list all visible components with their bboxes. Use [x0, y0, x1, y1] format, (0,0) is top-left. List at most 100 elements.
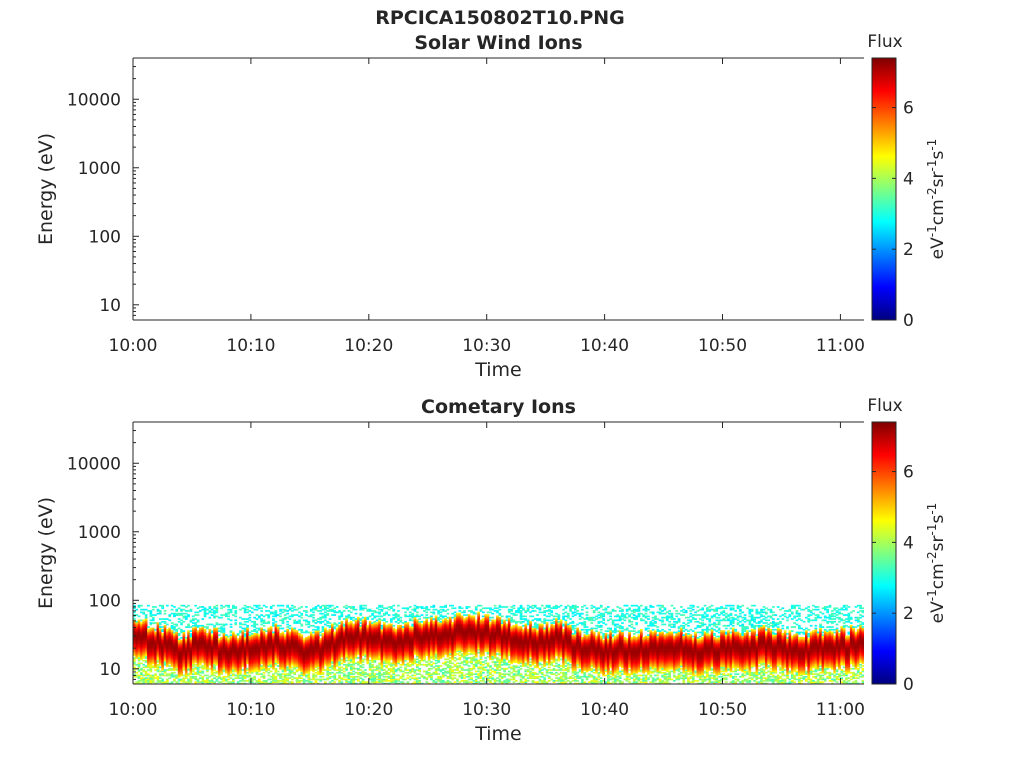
data-cell: [336, 606, 339, 608]
data-cell: [175, 609, 178, 611]
data-cell: [350, 621, 353, 623]
data-cell: [343, 618, 346, 620]
data-cell: [298, 612, 301, 614]
data-cell: [345, 607, 348, 609]
data-cell: [322, 605, 325, 607]
data-cell: [350, 617, 353, 619]
data-cell: [350, 606, 353, 608]
data-cell: [272, 616, 275, 618]
data-cell: [267, 679, 270, 681]
data-cell: [315, 606, 318, 608]
data-cell: [244, 607, 247, 609]
data-cell: [154, 673, 157, 675]
data-cell: [150, 628, 153, 630]
data-cell: [300, 617, 303, 619]
data-cell: [333, 632, 336, 634]
data-cell: [322, 679, 325, 681]
data-cell: [213, 610, 216, 612]
data-cell: [300, 606, 303, 608]
data-cell: [260, 676, 263, 678]
data-cell: [390, 624, 393, 626]
data-cell: [211, 634, 214, 636]
data-cell: [164, 675, 167, 677]
data-cell: [234, 677, 237, 679]
data-cell: [284, 634, 287, 636]
data-cell: [331, 672, 334, 674]
data-cell: [220, 624, 223, 626]
data-cell: [397, 605, 400, 607]
data-cell: [409, 612, 412, 614]
data-cell: [362, 605, 365, 607]
data-cell: [397, 610, 400, 612]
data-cell: [161, 629, 164, 631]
data-cell: [277, 614, 280, 616]
data-cell: [336, 628, 339, 630]
data-cell: [376, 681, 379, 683]
data-cell: [407, 607, 410, 609]
data-cell: [315, 669, 318, 671]
data-cell: [291, 628, 294, 630]
data-cell: [220, 605, 223, 607]
data-cell: [140, 672, 143, 674]
data-cell: [409, 606, 412, 608]
data-cell: [397, 668, 400, 670]
data-cell: [329, 669, 332, 671]
data-cell: [138, 616, 141, 618]
data-cell: [216, 622, 219, 624]
data-cell: [183, 605, 186, 607]
data-cell: [270, 612, 273, 614]
data-cell: [343, 610, 346, 612]
data-cell: [263, 680, 266, 682]
data-cell: [168, 668, 171, 670]
data-cell: [216, 605, 219, 607]
data-cell: [282, 679, 285, 681]
data-cell: [390, 675, 393, 677]
data-cell: [187, 610, 190, 612]
data-cell: [291, 669, 294, 671]
data-cell: [242, 628, 245, 630]
data-cell: [180, 605, 183, 607]
data-cell: [402, 626, 405, 628]
data-cell: [227, 618, 230, 620]
data-cell: [140, 677, 143, 679]
data-cell: [194, 605, 197, 607]
data-cell: [265, 634, 268, 636]
data-cell: [331, 676, 334, 678]
data-cell: [359, 672, 362, 674]
data-cell: [350, 676, 353, 678]
data-cell: [383, 665, 386, 667]
data-cell: [331, 609, 334, 611]
data-cell: [279, 673, 282, 675]
data-cell: [333, 673, 336, 675]
data-cell: [157, 622, 160, 624]
data-cell: [381, 609, 384, 611]
data-cell: [397, 625, 400, 627]
data-cell: [178, 607, 181, 609]
data-cell: [185, 681, 188, 683]
data-cell: [234, 620, 237, 622]
data-cell: [359, 625, 362, 627]
data-cell: [180, 679, 183, 681]
data-cell: [253, 676, 256, 678]
data-cell: [298, 620, 301, 622]
data-cell: [317, 626, 320, 628]
x-tick-label: 10:00: [109, 336, 158, 356]
data-cell: [326, 621, 329, 623]
data-cell: [400, 667, 403, 669]
data-cell: [317, 618, 320, 620]
data-cell: [183, 609, 186, 611]
data-cell: [324, 612, 327, 614]
data-cell: [161, 673, 164, 675]
data-cell: [239, 609, 242, 611]
data-cell: [305, 620, 308, 622]
data-cell: [201, 625, 204, 627]
data-cell: [154, 632, 157, 634]
data-cell: [258, 634, 261, 636]
data-cell: [239, 617, 242, 619]
data-cell: [192, 618, 195, 620]
data-cell: [180, 609, 183, 611]
data-cell: [355, 618, 358, 620]
data-cell: [366, 673, 369, 675]
data-cell: [263, 605, 266, 607]
data-cell: [260, 610, 263, 612]
